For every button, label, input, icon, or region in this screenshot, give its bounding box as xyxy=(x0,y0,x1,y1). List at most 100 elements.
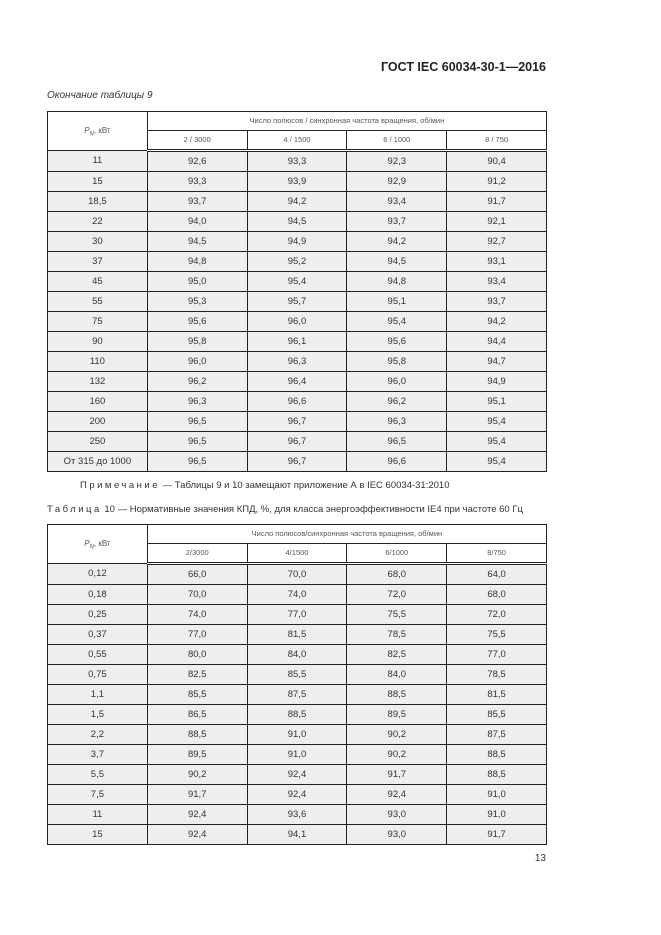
table-row: 0,55 80,0 84,0 82,5 77,0 xyxy=(47,644,547,665)
power-subscript: N xyxy=(89,131,94,138)
efficiency-cell: 96,2 xyxy=(146,371,248,392)
efficiency-cell: 93,7 xyxy=(146,191,248,212)
efficiency-cell: 94,8 xyxy=(146,251,248,272)
power-cell: 7,5 xyxy=(47,784,148,805)
power-cell: 1,1 xyxy=(47,684,148,705)
table-row: 15 92,4 94,1 93,0 91,7 xyxy=(47,824,547,845)
efficiency-cell: 88,5 xyxy=(346,684,448,705)
efficiency-cell: 85,5 xyxy=(446,704,547,725)
efficiency-cell: 91,0 xyxy=(246,724,348,745)
efficiency-cell: 93,4 xyxy=(446,271,547,292)
efficiency-cell: 92,6 xyxy=(146,150,248,172)
efficiency-cell: 91,7 xyxy=(146,784,248,805)
efficiency-cell: 93,4 xyxy=(346,191,448,212)
efficiency-cell: 82,5 xyxy=(146,664,248,685)
efficiency-cell: 95,4 xyxy=(446,451,547,472)
efficiency-cell: 94,4 xyxy=(446,331,547,352)
table-9: PN, кВт Число полюсов / синхронная часто… xyxy=(47,111,548,472)
efficiency-cell: 96,7 xyxy=(246,431,348,452)
efficiency-cell: 88,5 xyxy=(446,764,547,785)
efficiency-cell: 92,3 xyxy=(346,150,448,172)
efficiency-cell: 94,7 xyxy=(446,351,547,372)
efficiency-cell: 78,5 xyxy=(346,624,448,645)
column-header: 2 / 3000 xyxy=(146,130,248,152)
efficiency-cell: 94,8 xyxy=(346,271,448,292)
efficiency-cell: 64,0 xyxy=(446,563,547,585)
efficiency-cell: 95,4 xyxy=(446,411,547,432)
power-cell: 0,37 xyxy=(47,624,148,645)
page-number: 13 xyxy=(534,853,546,864)
power-cell: 200 xyxy=(47,411,148,432)
power-header: PN, кВт xyxy=(47,524,148,564)
efficiency-cell: 88,5 xyxy=(146,724,248,745)
power-cell: 2,2 xyxy=(47,724,148,745)
efficiency-cell: 87,5 xyxy=(246,684,348,705)
efficiency-cell: 94,5 xyxy=(346,251,448,272)
table-row: 3,7 89,5 91,0 90,2 88,5 xyxy=(47,744,547,765)
efficiency-cell: 94,5 xyxy=(146,231,248,252)
efficiency-cell: 94,1 xyxy=(246,824,348,845)
table-row: 250 96,5 96,7 96,5 95,4 xyxy=(47,431,547,452)
efficiency-cell: 70,0 xyxy=(246,563,348,585)
efficiency-cell: 95,6 xyxy=(346,331,448,352)
efficiency-cell: 93,7 xyxy=(446,291,547,312)
table-row: 90 95,8 96,1 95,6 94,4 xyxy=(47,331,547,352)
efficiency-cell: 93,3 xyxy=(246,150,348,172)
power-cell: 22 xyxy=(47,211,148,232)
efficiency-cell: 94,2 xyxy=(446,311,547,332)
efficiency-cell: 94,5 xyxy=(246,211,348,232)
power-cell: 0,18 xyxy=(47,584,148,605)
efficiency-cell: 70,0 xyxy=(146,584,248,605)
efficiency-cell: 92,9 xyxy=(346,171,448,192)
efficiency-cell: 72,0 xyxy=(346,584,448,605)
power-cell: 132 xyxy=(47,371,148,392)
efficiency-cell: 93,0 xyxy=(346,804,448,825)
efficiency-cell: 96,5 xyxy=(346,431,448,452)
power-cell: 11 xyxy=(47,804,148,825)
efficiency-cell: 92,7 xyxy=(446,231,547,252)
efficiency-cell: 94,9 xyxy=(446,371,547,392)
efficiency-cell: 96,3 xyxy=(146,391,248,412)
efficiency-cell: 96,6 xyxy=(346,451,448,472)
efficiency-cell: 96,0 xyxy=(146,351,248,372)
column-header: 6/1000 xyxy=(346,543,448,565)
power-subscript: N xyxy=(89,544,94,551)
efficiency-cell: 96,0 xyxy=(246,311,348,332)
efficiency-cell: 90,4 xyxy=(446,150,547,172)
power-cell: 0,12 xyxy=(47,563,148,585)
table-row: 132 96,2 96,4 96,0 94,9 xyxy=(47,371,547,392)
efficiency-cell: 91,2 xyxy=(446,171,547,192)
efficiency-cell: 96,4 xyxy=(246,371,348,392)
efficiency-cell: 96,2 xyxy=(346,391,448,412)
efficiency-cell: 92,4 xyxy=(346,784,448,805)
table-row: 5,5 90,2 92,4 91,7 88,5 xyxy=(47,764,547,785)
note: Примечание — Таблицы 9 и 10 замещают при… xyxy=(47,480,546,492)
efficiency-cell: 96,7 xyxy=(246,411,348,432)
table-10: PN, кВт Число полюсов/синхронная частота… xyxy=(47,524,548,845)
column-header: 6 / 1000 xyxy=(346,130,448,152)
efficiency-cell: 94,2 xyxy=(246,191,348,212)
power-cell: 30 xyxy=(47,231,148,252)
table-row: 160 96,3 96,6 96,2 95,1 xyxy=(47,391,547,412)
efficiency-cell: 95,2 xyxy=(246,251,348,272)
efficiency-cell: 85,5 xyxy=(146,684,248,705)
table-row: 2,2 88,5 91,0 90,2 87,5 xyxy=(47,724,547,745)
table-row: 11 92,4 93,6 93,0 91,0 xyxy=(47,804,547,825)
efficiency-cell: 93,9 xyxy=(246,171,348,192)
efficiency-cell: 91,7 xyxy=(446,824,547,845)
column-header: 4/1500 xyxy=(246,543,348,565)
table10-caption: Таблица 10 — Нормативные значения КПД, %… xyxy=(47,504,546,516)
efficiency-cell: 95,8 xyxy=(146,331,248,352)
efficiency-cell: 96,3 xyxy=(346,411,448,432)
table-row: 0,37 77,0 81,5 78,5 75,5 xyxy=(47,624,547,645)
table-row: 1,5 86,5 88,5 89,5 85,5 xyxy=(47,704,547,725)
efficiency-cell: 95,8 xyxy=(346,351,448,372)
power-cell: 75 xyxy=(47,311,148,332)
efficiency-cell: 88,5 xyxy=(246,704,348,725)
efficiency-cell: 93,6 xyxy=(246,804,348,825)
efficiency-cell: 86,5 xyxy=(146,704,248,725)
efficiency-cell: 93,0 xyxy=(346,824,448,845)
power-cell: 5,5 xyxy=(47,764,148,785)
power-unit: , кВт xyxy=(93,126,111,135)
